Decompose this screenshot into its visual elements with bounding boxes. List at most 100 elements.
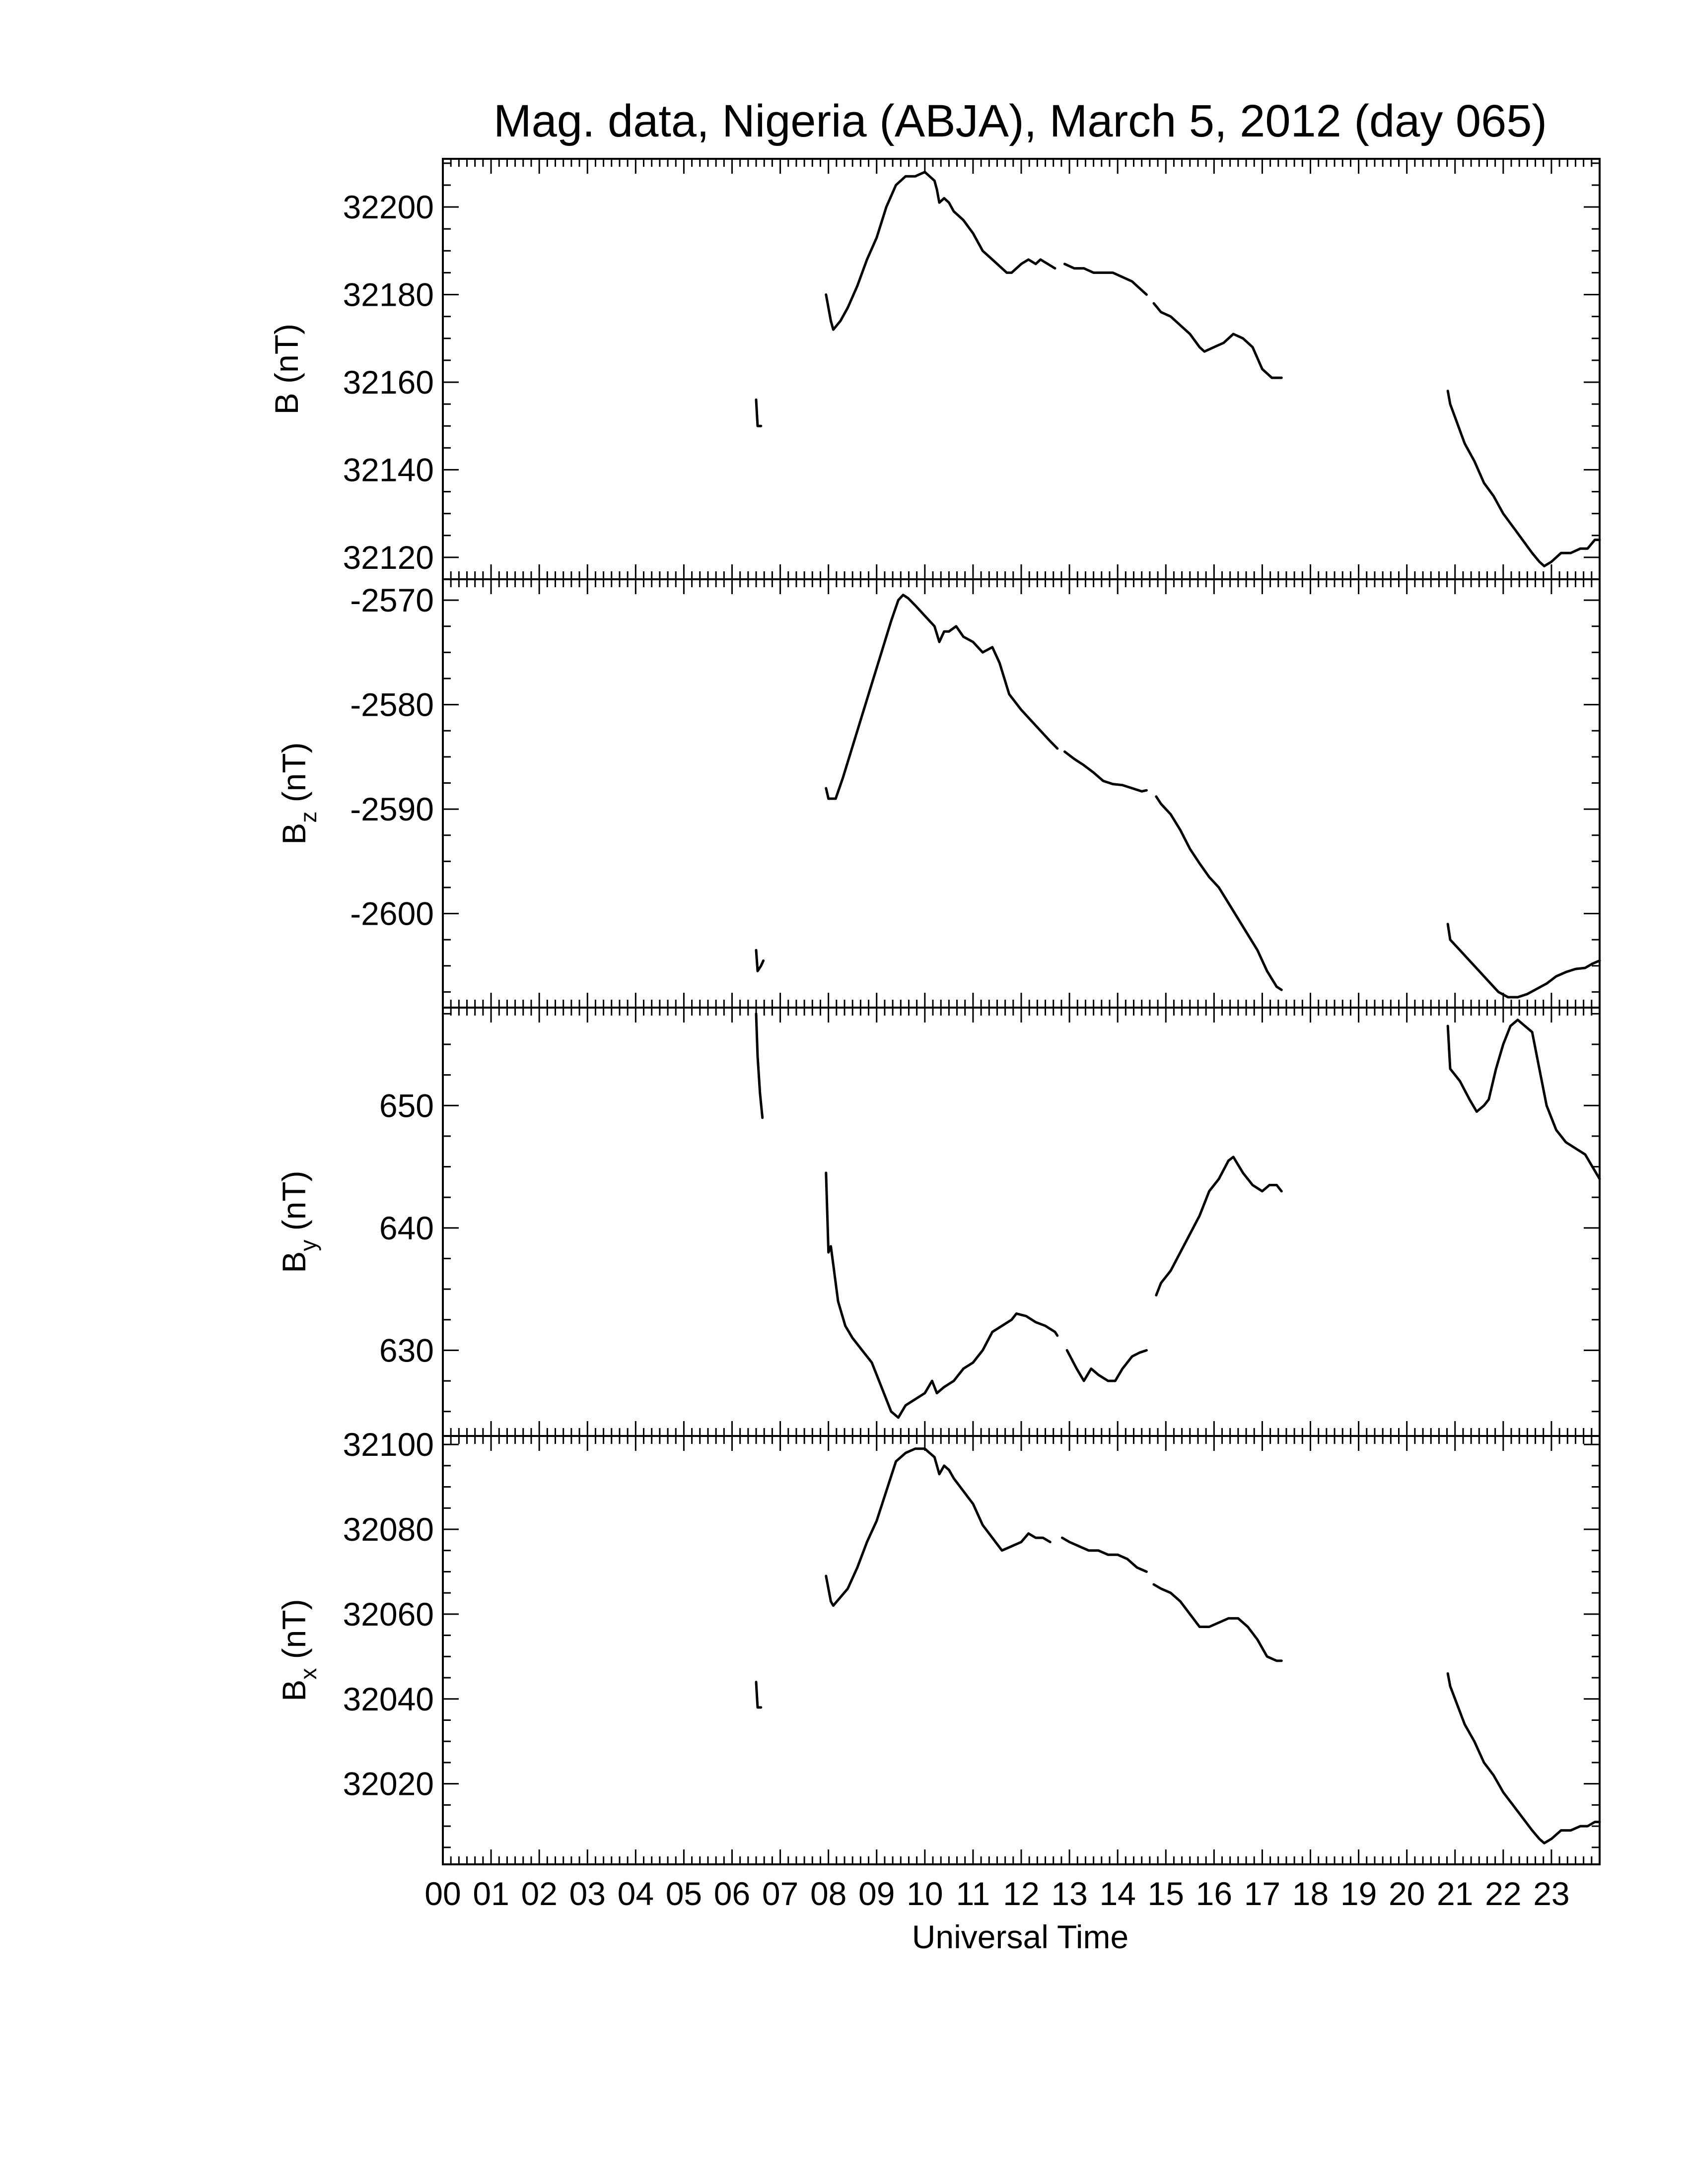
series-segment xyxy=(1446,390,1601,567)
series-segment xyxy=(1063,750,1148,793)
series-segment xyxy=(825,1171,1059,1419)
panel-bz: -2570 -2580 -2590 -2600 Bz (nT) xyxy=(276,578,1601,1009)
x-ticks xyxy=(442,579,1601,1008)
x-tick-label: 23 xyxy=(1533,1875,1569,1912)
y-axis-label-main: B xyxy=(276,1251,312,1273)
x-tick-label: 05 xyxy=(666,1875,702,1912)
x-tick-label: 08 xyxy=(810,1875,846,1912)
y-ticks xyxy=(443,1443,1600,1848)
panels: 32120 32140 32160 32180 32200 B (nT) -2570 -258… xyxy=(268,158,1601,1865)
y-tick-label: 32100 xyxy=(343,1426,434,1463)
y-axis-label-main: B xyxy=(276,1680,312,1702)
x-tick-label: 12 xyxy=(1003,1875,1039,1912)
x-tick-label: 02 xyxy=(521,1875,557,1912)
x-tick-label: 19 xyxy=(1340,1875,1377,1912)
series-segment xyxy=(755,949,765,972)
y-tick-labels: 630 640 650 xyxy=(379,1087,434,1368)
series-b xyxy=(755,171,1601,567)
plot-frame xyxy=(442,1007,1601,1437)
series-segment xyxy=(1152,1583,1283,1662)
plot-frame xyxy=(442,158,1601,580)
series-bz xyxy=(755,594,1601,999)
y-tick-labels: -2570 -2580 -2590 -2600 xyxy=(350,582,434,932)
series-segment xyxy=(1155,1156,1283,1297)
x-tick-label: 17 xyxy=(1244,1875,1280,1912)
x-tick-label: 20 xyxy=(1389,1875,1425,1912)
y-tick-label: 32140 xyxy=(343,451,434,488)
x-ticks xyxy=(442,1008,1601,1436)
series-segment xyxy=(755,1681,763,1709)
y-tick-label: 32120 xyxy=(343,539,434,576)
y-tick-label: -2580 xyxy=(350,686,434,723)
y-tick-label: 32160 xyxy=(343,364,434,401)
y-tick-label: -2600 xyxy=(350,895,434,932)
y-axis-label: Bx (nT) xyxy=(276,1599,321,1701)
series-segment xyxy=(755,398,763,427)
x-tick-label: 14 xyxy=(1099,1875,1135,1912)
plot-frame xyxy=(442,578,1601,1009)
series-segment xyxy=(1065,1349,1148,1382)
y-ticks xyxy=(443,1013,1600,1413)
x-tick-label: 04 xyxy=(618,1875,654,1912)
x-tick-label: 07 xyxy=(762,1875,798,1912)
x-tick-label: 13 xyxy=(1051,1875,1087,1912)
y-axis-label: Bz (nT) xyxy=(276,742,321,844)
y-axis-label-main: B xyxy=(268,393,305,414)
y-ticks xyxy=(443,599,1600,993)
series-segment xyxy=(1446,1019,1601,1180)
series-segment xyxy=(1446,923,1601,999)
x-tick-label: 03 xyxy=(569,1875,606,1912)
chart-title: Mag. data, Nigeria (ABJA), March 5, 2012… xyxy=(493,96,1547,146)
y-tick-label: -2570 xyxy=(350,582,434,618)
y-tick-label: 32180 xyxy=(343,276,434,313)
x-tick-label: 15 xyxy=(1148,1875,1184,1912)
x-tick-label: 01 xyxy=(473,1875,509,1912)
y-axis-label-subscript: z xyxy=(295,812,321,823)
y-tick-labels: 32120 32140 32160 32180 32200 xyxy=(343,189,434,576)
series-segment xyxy=(1063,263,1148,296)
x-tick-label: 16 xyxy=(1196,1875,1232,1912)
y-tick-label: 640 xyxy=(379,1210,434,1246)
x-tick-label: 09 xyxy=(858,1875,895,1912)
series-bx xyxy=(755,1447,1601,1844)
y-axis-label-subscript: y xyxy=(295,1240,321,1251)
panel-b: 32120 32140 32160 32180 32200 B (nT) xyxy=(268,158,1601,580)
y-axis-label: B (nT) xyxy=(268,324,305,414)
y-tick-label: 32200 xyxy=(343,189,434,225)
series-segment xyxy=(1061,1536,1148,1573)
x-axis: 00 01 02 03 04 05 06 07 08 09 10 11 12 13 14 15 16 17 18 19… xyxy=(424,1875,1569,1912)
series-segment xyxy=(1446,1672,1601,1844)
series-segment xyxy=(825,1447,1052,1607)
y-tick-label: 32040 xyxy=(343,1681,434,1717)
x-ticks xyxy=(442,159,1601,579)
series-segment xyxy=(1155,795,1283,991)
y-axis-label: By (nT) xyxy=(276,1170,321,1273)
x-axis-label: Universal Time xyxy=(912,1918,1128,1955)
x-tick-label: 22 xyxy=(1485,1875,1521,1912)
y-tick-label: 650 xyxy=(379,1087,434,1124)
y-axis-label-unit: (nT) xyxy=(276,1170,312,1239)
y-tick-label: 32060 xyxy=(343,1596,434,1633)
y-tick-label: 32020 xyxy=(343,1766,434,1802)
x-tick-label: 06 xyxy=(714,1875,750,1912)
y-tick-label: 32080 xyxy=(343,1511,434,1548)
y-axis-label-main: B xyxy=(276,823,312,845)
x-ticks xyxy=(442,1436,1601,1864)
y-axis-label-unit: (nT) xyxy=(276,1599,312,1668)
series-segment xyxy=(1152,302,1283,379)
series-segment xyxy=(825,171,1056,331)
x-tick-label: 11 xyxy=(956,1875,990,1912)
series-segment xyxy=(825,594,1059,800)
y-axis-label-subscript: x xyxy=(295,1668,321,1680)
x-tick-label: 18 xyxy=(1292,1875,1329,1912)
series-by xyxy=(755,1012,1601,1419)
x-tick-label: 00 xyxy=(424,1875,461,1912)
panel-by: 630 640 650 By (nT) xyxy=(276,1007,1601,1437)
y-tick-label: -2590 xyxy=(350,791,434,827)
y-axis-label-unit: (nT) xyxy=(268,324,305,393)
series-segment xyxy=(755,1012,764,1119)
y-tick-label: 630 xyxy=(379,1332,434,1368)
x-tick-label: 10 xyxy=(907,1875,943,1912)
panel-bx: 32020 32040 32060 32080 32100 Bx (nT) xyxy=(276,1426,1601,1865)
